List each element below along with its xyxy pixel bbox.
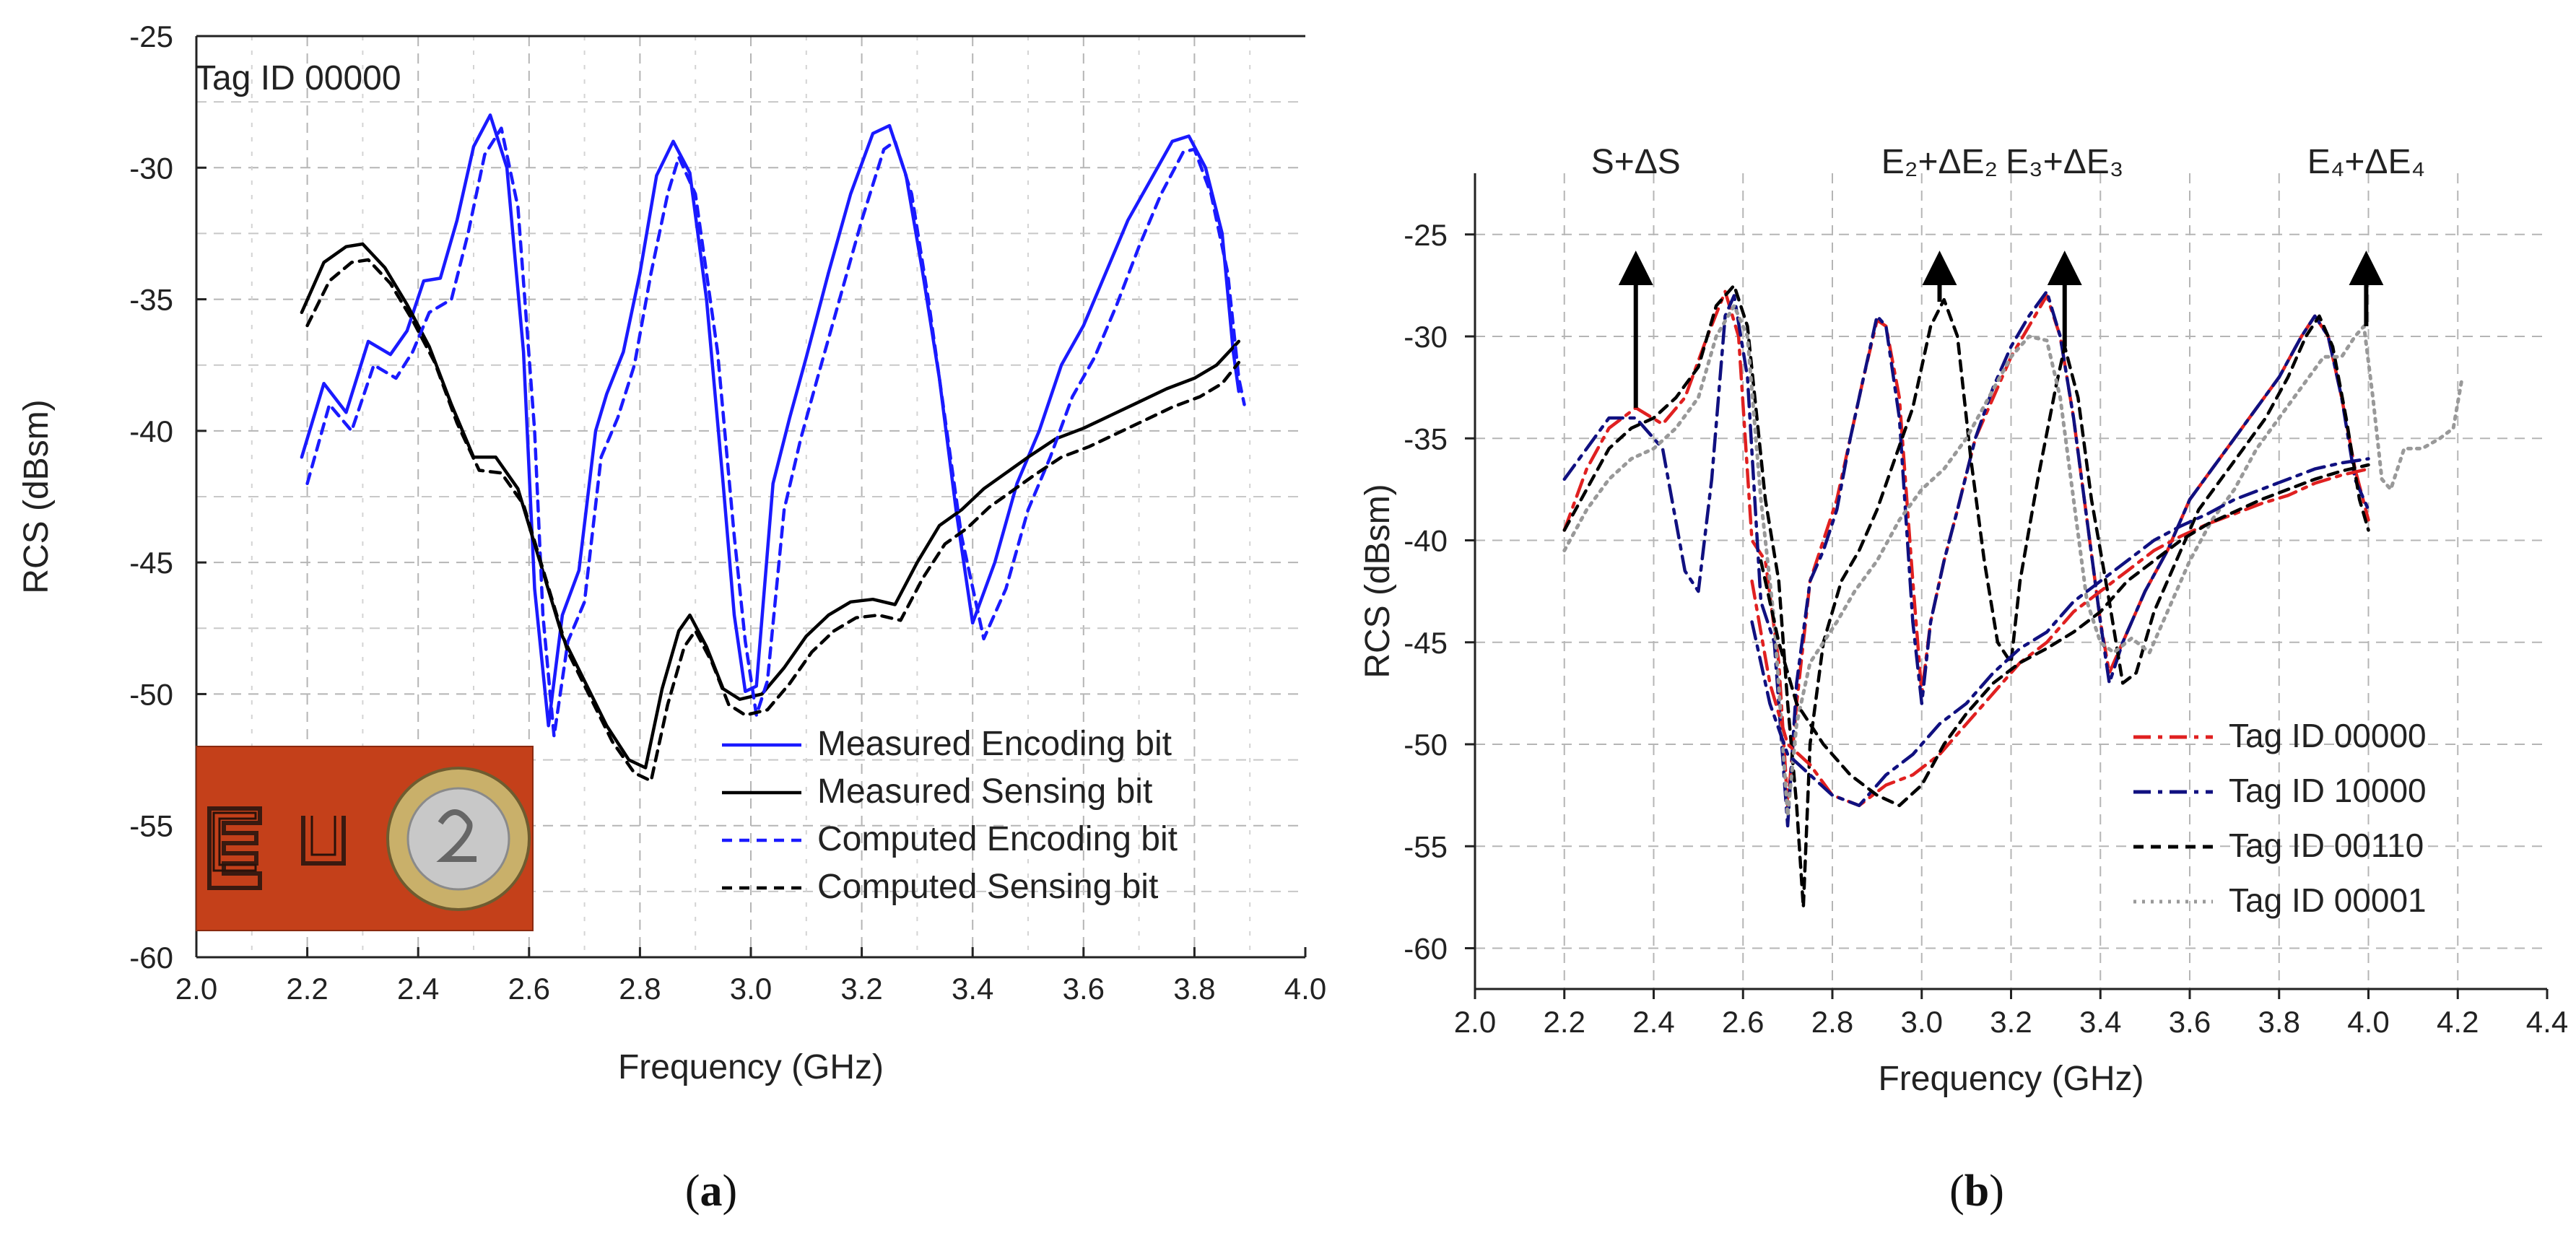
- peak-annotations: S+ΔS E₂+ΔE₂ E₃+ΔE₃ E₄+ΔE₄: [1591, 143, 2425, 408]
- x-tick-label: 3.2: [840, 972, 882, 1006]
- legend-entry: Computed Sensing bit: [817, 868, 1158, 906]
- legend-entry: Tag ID 00001: [2229, 881, 2427, 919]
- chart-panel-a: 2.0 2.2 2.4 2.6 2.8 3.0 3.2 3.4 3.6 3.8 4.0 -25 -30 -…: [17, 19, 1326, 1216]
- encoding-resonator-icon: [207, 806, 262, 890]
- y-tick-label: -45: [129, 546, 173, 580]
- x-tick-label: 2.0: [175, 972, 217, 1006]
- y-tick-label: -40: [129, 414, 173, 448]
- chart-panel-b: 2.0 2.2 2.4 2.6 2.8 3.0 3.2 3.4 3.6 3.8 4.0 4.2 4.4 -…: [1359, 143, 2568, 1216]
- x-tick-label: 2.0: [1454, 1005, 1496, 1039]
- legend: Tag ID 00000 Tag ID 10000 Tag ID 00110 Tag …: [2133, 717, 2427, 919]
- x-tick-label: 4.0: [2347, 1005, 2389, 1039]
- series-line: [1562, 289, 2370, 828]
- x-tick-label: 3.4: [952, 972, 993, 1006]
- y-tick-label: -60: [1404, 932, 1448, 966]
- y-tick-label: -55: [1404, 829, 1448, 863]
- x-tick-label: 3.2: [1990, 1005, 2032, 1039]
- x-tick-label: 2.2: [286, 972, 328, 1006]
- coin-center-icon: [406, 787, 510, 891]
- x-tick-label: 3.0: [730, 972, 772, 1006]
- inset-photo: [196, 746, 534, 931]
- series-line: [1759, 463, 2370, 808]
- series-group: [1562, 284, 2464, 910]
- series-line: [300, 113, 1241, 728]
- y-tick-label: -25: [1404, 218, 1448, 252]
- x-tick-label: 3.8: [1173, 972, 1215, 1006]
- x-axis-title: Frequency (GHz): [618, 1048, 884, 1086]
- y-tick-label: -35: [1404, 422, 1448, 456]
- x-tick-label: 4.4: [2526, 1005, 2568, 1039]
- series-line: [1562, 304, 2464, 818]
- y-tick-label: -50: [129, 677, 173, 711]
- coin-numeral-icon: [436, 809, 477, 862]
- x-tick-label: 2.4: [1632, 1005, 1674, 1039]
- legend-entry: Tag ID 10000: [2229, 772, 2427, 809]
- y-tick-label: -60: [129, 941, 173, 975]
- x-tick-label: 2.8: [1811, 1005, 1853, 1039]
- legend-entry: Tag ID 00000: [2229, 717, 2427, 754]
- x-tick-label: 2.8: [619, 972, 661, 1006]
- legend-entry: Measured Encoding bit: [817, 725, 1172, 763]
- sensing-resonator-icon: [301, 816, 346, 866]
- annotation-label: E₄+ΔE₄: [2307, 143, 2425, 181]
- legend-entry: Tag ID 00110: [2229, 827, 2424, 864]
- x-tick-label: 3.0: [1901, 1005, 1943, 1039]
- y-tick-label: -25: [129, 19, 173, 53]
- y-tick-label: -55: [129, 809, 173, 843]
- y-tick-label: -45: [1404, 626, 1448, 660]
- series-line: [305, 258, 1241, 783]
- y-tick-label: -30: [129, 151, 173, 185]
- x-tick-label: 2.6: [1722, 1005, 1764, 1039]
- y-tick-label: -40: [1404, 524, 1448, 558]
- x-tick-label: 3.6: [1063, 972, 1105, 1006]
- legend: Measured Encoding bit Measured Sensing bi…: [722, 725, 1178, 906]
- panel-label: (b): [1949, 1167, 2004, 1216]
- y-tick-label: -35: [129, 283, 173, 317]
- legend-entry: Measured Sensing bit: [817, 772, 1152, 811]
- x-tick-label: 2.2: [1544, 1005, 1585, 1039]
- x-tick-label: 2.4: [397, 972, 439, 1006]
- series-line: [1750, 457, 2370, 808]
- x-tick-label: 3.8: [2258, 1005, 2300, 1039]
- annotation-label: E₂+ΔE₂: [1881, 143, 1998, 181]
- y-axis-title: RCS (dBsm): [17, 399, 56, 593]
- x-tick-label: 2.6: [508, 972, 550, 1006]
- y-tick-label: -50: [1404, 728, 1448, 762]
- x-tick-label: 4.2: [2437, 1005, 2479, 1039]
- y-tick-label: -30: [1404, 320, 1448, 354]
- series-line: [305, 126, 1246, 739]
- series-group: [300, 113, 1246, 783]
- tag-id-annotation: Tag ID 00000: [195, 59, 401, 97]
- annotation-label: E₃+ΔE₃: [2006, 143, 2123, 181]
- x-tick-label: 3.6: [2169, 1005, 2211, 1039]
- x-tick-label: 3.4: [2079, 1005, 2121, 1039]
- series-line: [1562, 284, 2370, 910]
- annotation-label: S+ΔS: [1591, 143, 1681, 181]
- y-axis-title: RCS (dBsm): [1359, 484, 1397, 678]
- x-axis-title: Frequency (GHz): [1878, 1060, 2144, 1098]
- series-line: [300, 242, 1241, 770]
- legend-entry: Computed Encoding bit: [817, 820, 1178, 858]
- panel-label: (a): [685, 1167, 737, 1216]
- x-tick-label: 4.0: [1284, 972, 1326, 1006]
